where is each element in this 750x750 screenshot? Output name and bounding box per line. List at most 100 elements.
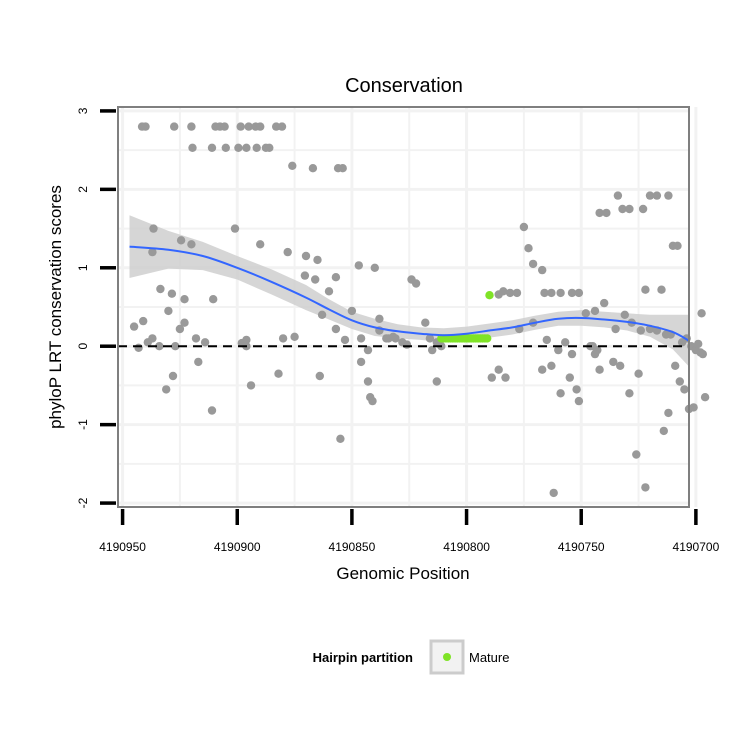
- data-point: [565, 373, 574, 382]
- data-point: [547, 361, 556, 370]
- data-point: [574, 288, 584, 298]
- data-point: [139, 316, 148, 326]
- data-point: [356, 334, 366, 343]
- data-point: [632, 450, 641, 459]
- data-point: [194, 357, 203, 367]
- data-point: [611, 324, 620, 334]
- y-axis-title: phyloP LRT conservation scores: [46, 185, 65, 429]
- points-layer: [129, 122, 710, 498]
- data-point: [300, 271, 310, 280]
- data-point: [432, 377, 441, 386]
- data-point: [673, 241, 682, 250]
- data-point: [556, 288, 565, 298]
- data-point: [609, 357, 618, 367]
- data-point: [664, 408, 673, 418]
- data-point: [234, 143, 243, 152]
- confidence-ribbon: [129, 215, 689, 367]
- data-point: [487, 373, 496, 382]
- smooth-line-layer: [129, 245, 690, 342]
- data-point: [549, 488, 558, 498]
- data-point: [242, 143, 251, 152]
- mature-point: [485, 291, 494, 300]
- data-point: [618, 204, 627, 214]
- data-point: [331, 273, 341, 282]
- data-point: [590, 306, 600, 316]
- data-point: [634, 369, 643, 378]
- data-point: [175, 324, 185, 334]
- data-point: [315, 371, 324, 381]
- data-point: [301, 251, 311, 261]
- data-point: [641, 483, 650, 492]
- data-point: [246, 381, 256, 390]
- data-point: [162, 385, 171, 394]
- data-point: [308, 164, 318, 173]
- data-point: [645, 191, 655, 200]
- data-point: [256, 122, 265, 131]
- data-point: [547, 288, 556, 298]
- data-point: [143, 338, 152, 347]
- data-point: [425, 334, 435, 343]
- data-point: [188, 143, 197, 152]
- data-point: [277, 122, 287, 131]
- data-point: [180, 295, 189, 304]
- legend-title: Hairpin partition: [313, 650, 413, 665]
- data-point: [697, 309, 706, 318]
- data-point: [129, 322, 139, 331]
- data-point: [288, 161, 297, 170]
- y-tick-label: 1: [76, 264, 90, 271]
- data-point: [402, 340, 412, 349]
- data-point: [561, 338, 570, 347]
- data-point: [252, 143, 261, 152]
- data-point: [171, 342, 180, 351]
- mature-points-layer: [437, 291, 494, 343]
- data-point: [368, 396, 377, 406]
- data-point: [659, 426, 668, 436]
- data-point: [657, 285, 666, 294]
- data-point: [641, 285, 650, 294]
- data-point: [370, 263, 379, 272]
- data-point: [375, 314, 384, 323]
- chart-title: Conservation: [345, 75, 463, 97]
- x-tick-label: 4190900: [214, 540, 261, 554]
- data-point: [664, 191, 673, 200]
- x-tick-label: 4190850: [329, 540, 376, 554]
- data-point: [382, 334, 391, 343]
- y-tick-label: -2: [76, 497, 90, 508]
- data-point: [680, 385, 689, 394]
- x-tick-label: 4190800: [443, 540, 490, 554]
- data-point: [156, 284, 165, 294]
- data-point: [567, 288, 577, 298]
- data-point: [242, 335, 251, 345]
- data-point: [347, 306, 357, 316]
- data-point: [176, 236, 186, 245]
- data-point: [540, 288, 549, 298]
- data-point: [595, 365, 604, 374]
- data-point: [283, 247, 292, 257]
- data-point: [689, 403, 698, 412]
- data-point: [317, 310, 327, 319]
- data-point: [187, 122, 196, 131]
- data-point: [499, 287, 508, 296]
- data-point: [616, 361, 625, 370]
- data-point: [625, 204, 634, 214]
- data-point: [200, 338, 210, 347]
- data-point: [236, 122, 245, 131]
- data-point: [501, 373, 510, 382]
- data-point: [180, 318, 189, 327]
- data-point: [290, 332, 299, 341]
- data-point: [411, 279, 421, 288]
- data-point: [652, 191, 662, 200]
- x-axis-title: Genomic Position: [336, 564, 469, 583]
- legend-key-mature-icon: [443, 653, 451, 661]
- panel-border: [117, 106, 690, 508]
- confidence-ribbon-layer: [129, 215, 689, 367]
- data-point: [148, 247, 157, 257]
- data-point: [272, 122, 281, 131]
- data-point: [494, 365, 503, 374]
- data-point: [538, 265, 547, 275]
- data-point: [524, 244, 533, 253]
- data-point: [167, 289, 177, 298]
- data-point: [207, 406, 217, 415]
- data-point: [265, 143, 274, 152]
- data-point: [625, 389, 634, 398]
